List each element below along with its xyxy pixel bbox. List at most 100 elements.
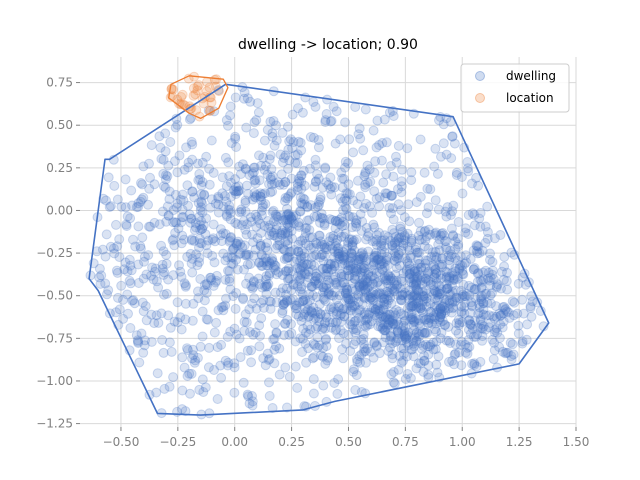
dwelling-point [409,272,420,283]
dwelling-point [342,285,353,295]
x-tick-label: −0.25 [159,435,196,449]
dwelling-point [438,119,449,130]
dwelling-point [300,92,311,103]
dwelling-point [338,303,349,314]
dwelling-point [268,216,279,227]
dwelling-point [230,186,240,197]
dwelling-point [313,312,324,323]
dwelling-point [376,240,386,251]
dwelling-point [286,319,296,330]
dwelling-point [239,264,249,275]
dwelling-point [419,291,430,301]
dwelling-point [131,202,142,213]
dwelling-point [287,109,298,120]
dwelling-point [225,284,236,295]
dwelling-point [283,266,294,277]
dwelling-point [400,333,411,344]
dwelling-point [300,269,311,279]
dwelling-point [148,274,159,285]
dwelling-point [270,260,281,271]
dwelling-point [346,252,357,263]
dwelling-point [384,107,395,118]
dwelling-point [388,171,399,182]
dwelling-point [201,287,212,298]
dwelling-point [356,349,367,360]
dwelling-point [216,302,227,313]
dwelling-point [434,259,445,270]
dwelling-point [222,331,233,342]
dwelling-point [172,198,183,209]
dwelling-point [177,230,188,241]
dwelling-point [227,245,238,256]
dwelling-point [270,265,281,275]
dwelling-point [431,252,442,263]
dwelling-point [469,220,480,231]
dwelling-point [119,264,130,275]
dwelling-point [402,330,412,341]
dwelling-point [276,210,286,221]
dwelling-point [190,218,201,228]
dwelling-point [260,188,270,199]
dwelling-point [397,227,408,237]
dwelling-point [280,318,290,329]
dwelling-point [381,299,392,310]
dwelling-point [310,275,321,286]
dwelling-point [379,274,390,285]
dwelling-point [374,140,385,150]
dwelling-point [187,267,198,278]
dwelling-point [264,377,274,388]
dwelling-point [315,241,326,252]
dwelling-point [197,223,208,234]
dwelling-point [201,240,212,251]
dwelling-point [401,332,411,343]
dwelling-point [250,209,261,220]
dwelling-point [399,329,410,340]
dwelling-point [177,189,188,200]
dwelling-point [368,279,379,290]
dwelling-point [220,255,231,266]
dwelling-point [197,306,208,317]
dwelling-point [436,327,447,338]
dwelling-point [364,201,375,212]
dwelling-point [471,284,481,295]
dwelling-point [350,301,361,312]
dwelling-point [423,318,434,329]
dwelling-point [347,237,358,248]
dwelling-point [187,353,198,364]
dwelling-point [367,236,378,247]
dwelling-point [116,201,127,212]
dwelling-point [250,192,261,203]
dwelling-point [434,286,445,297]
dwelling-point [411,197,422,208]
dwelling-point [281,283,292,294]
dwelling-point [338,247,349,257]
dwelling-point [413,285,424,296]
dwelling-point [194,384,205,395]
dwelling-point [413,230,424,241]
dwelling-point [307,353,318,364]
dwelling-point [349,273,360,284]
dwelling-point [178,212,189,222]
dwelling-point [280,266,291,277]
dwelling-point [199,295,210,306]
dwelling-point [445,338,456,348]
dwelling-point [339,259,350,270]
dwelling-point [114,252,125,262]
dwelling-point [472,329,483,340]
dwelling-point [290,361,301,372]
dwelling-point [419,314,430,325]
dwelling-point [302,320,313,331]
dwelling-point [306,242,316,253]
dwelling-point [271,220,282,231]
dwelling-point [189,357,200,368]
dwelling-point [361,234,372,245]
dwelling-point [350,265,361,276]
dwelling-point [147,262,158,273]
dwelling-point [469,284,480,295]
dwelling-point [396,181,407,192]
dwelling-point [394,328,404,339]
dwelling-point [386,190,397,201]
dwelling-point [359,252,369,263]
dwelling-point [350,327,361,338]
dwelling-point [423,275,434,286]
